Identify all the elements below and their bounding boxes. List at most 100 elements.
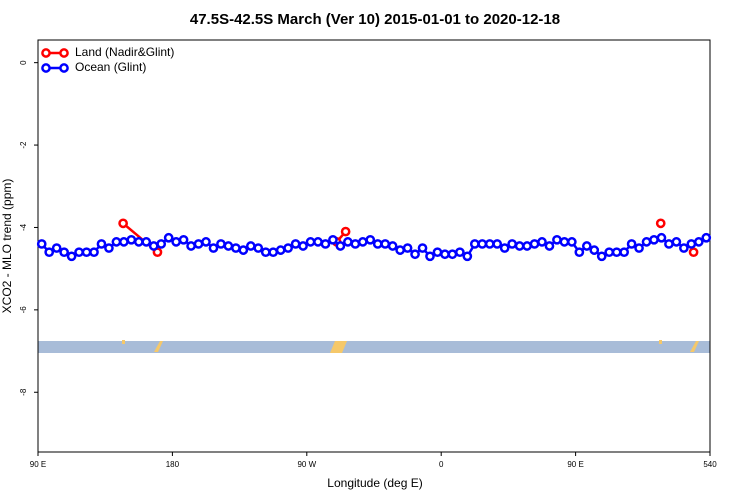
y-tick-label: -8 [19, 388, 28, 396]
legend-marker [59, 63, 69, 73]
point [133, 237, 144, 247]
point [469, 239, 480, 249]
chart-title: 47.5S-42.5S March (Ver 10) 2015-01-01 to… [190, 11, 560, 28]
point [81, 247, 92, 258]
point [343, 237, 353, 247]
point [104, 243, 114, 253]
y-tick-label: -2 [19, 141, 28, 149]
point [275, 245, 286, 255]
point [96, 239, 107, 249]
point [619, 247, 629, 258]
point [216, 239, 226, 249]
point [410, 249, 420, 260]
x-axis-label: Longitude (deg E) [327, 476, 422, 490]
point [417, 243, 428, 253]
point [649, 234, 659, 245]
point [118, 218, 128, 229]
point [574, 247, 585, 258]
x-tick-label: 540 [703, 460, 717, 469]
point [522, 241, 532, 251]
point [66, 251, 77, 262]
point [507, 239, 517, 249]
point [425, 251, 435, 262]
point [290, 239, 301, 249]
point [305, 237, 316, 247]
y-tick-label: -4 [19, 223, 28, 231]
point [156, 239, 167, 249]
point [298, 241, 308, 251]
point [387, 241, 398, 251]
legend-marker [59, 48, 69, 58]
x-tick-label: 90 E [567, 460, 583, 469]
point [357, 237, 368, 247]
point [693, 237, 704, 247]
point [260, 247, 271, 258]
point [350, 239, 361, 249]
point [126, 234, 137, 245]
point [484, 239, 495, 249]
point [688, 247, 699, 258]
point [365, 234, 376, 245]
point [141, 237, 152, 247]
point [552, 234, 562, 245]
y-axis-label: XCO2 - MLO trend (ppm) [0, 179, 14, 314]
point [544, 241, 555, 251]
point [581, 241, 592, 251]
x-tick-label: 0 [439, 460, 444, 469]
point [655, 218, 666, 229]
point [111, 237, 122, 247]
point [626, 239, 637, 249]
legend-marker [41, 48, 51, 58]
point [611, 247, 622, 258]
point [201, 237, 211, 247]
point [283, 243, 293, 253]
point [245, 241, 256, 251]
point [51, 243, 62, 253]
x-tick-label: 90 E [30, 460, 46, 469]
y-tick-label: 0 [19, 60, 28, 65]
point [641, 237, 652, 247]
point [335, 241, 346, 251]
land-mask [122, 340, 699, 353]
point [36, 239, 47, 249]
point [679, 243, 689, 253]
point [656, 232, 667, 243]
legend-label: Ocean (Glint) [75, 60, 146, 74]
legend-label: Land (Nadir&Glint) [75, 45, 174, 59]
point [163, 232, 174, 243]
point [340, 226, 351, 237]
point [313, 237, 323, 247]
point [59, 247, 69, 258]
point [402, 243, 413, 253]
point [537, 237, 547, 247]
point [89, 247, 99, 258]
point [223, 241, 234, 251]
point [455, 247, 465, 258]
point [529, 239, 540, 249]
point [186, 241, 196, 251]
point [604, 247, 615, 258]
point [253, 243, 264, 253]
point [462, 251, 473, 262]
point [492, 239, 503, 249]
point [514, 241, 525, 251]
x-tick-label: 180 [166, 460, 180, 469]
point [440, 249, 450, 260]
point [44, 247, 55, 258]
point [238, 245, 249, 255]
point [119, 237, 129, 247]
point [686, 239, 697, 249]
surface-band [38, 341, 710, 353]
point [372, 239, 383, 249]
point [268, 247, 279, 258]
point [596, 251, 607, 262]
point [395, 245, 405, 255]
point [567, 237, 577, 247]
point [671, 237, 682, 247]
point [380, 239, 391, 249]
point [74, 247, 84, 258]
point [171, 237, 181, 247]
point [193, 239, 204, 249]
point [208, 243, 219, 253]
